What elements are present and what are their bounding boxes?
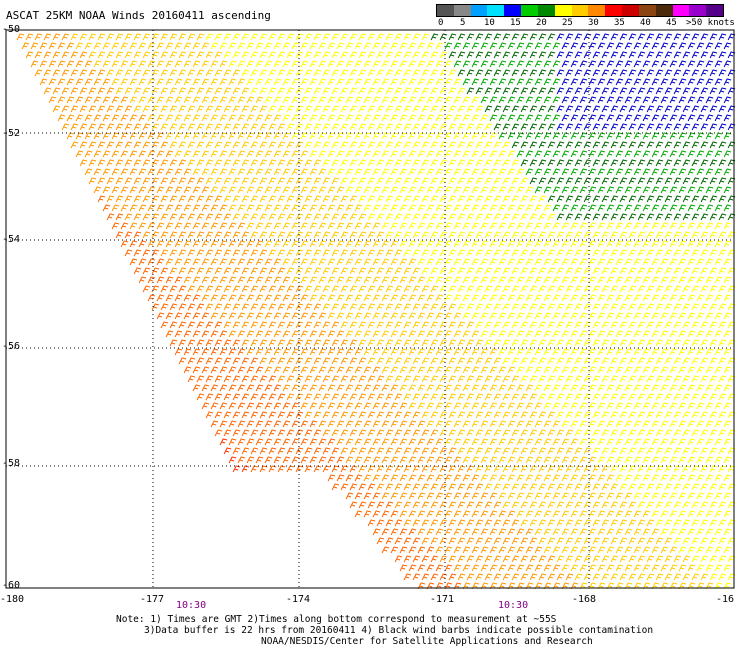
legend-label: 15 <box>510 18 521 28</box>
legend-swatch <box>622 5 639 16</box>
lat-tick-label: -58 <box>2 458 21 469</box>
legend-swatch <box>470 5 488 16</box>
legend-swatch <box>554 5 572 16</box>
lat-tick-label: -52 <box>2 128 21 139</box>
lon-tick-label: -171 <box>430 594 455 605</box>
legend-swatch <box>437 5 454 16</box>
legend-swatch <box>504 5 522 16</box>
legend-swatch <box>638 5 656 16</box>
lat-tick-label: -60 <box>2 580 21 591</box>
legend-label: 40 <box>640 18 651 28</box>
legend-swatch <box>453 5 471 16</box>
wind-speed-legend: 0 5 10 15 20 25 30 35 40 45 >50 knots <box>436 4 735 30</box>
lon-tick-label: -174 <box>286 594 311 605</box>
lon-tick-label: -180 <box>0 594 25 605</box>
legend-label: >50 knots <box>686 18 735 28</box>
lon-tick-label: -177 <box>140 594 165 605</box>
note-line: 3)Data buffer is 22 hrs from 20160411 4)… <box>144 625 654 636</box>
legend-label: 20 <box>536 18 547 28</box>
pass-time-label: 10:30 <box>176 600 207 611</box>
legend-label: 45 <box>666 18 677 28</box>
lat-tick-label: -50 <box>2 24 21 35</box>
legend-swatch <box>487 5 505 16</box>
legend-swatch <box>672 5 690 16</box>
legend-label: 35 <box>614 18 625 28</box>
color-scale-bar <box>436 4 724 17</box>
legend-swatch <box>655 5 673 16</box>
legend-swatch <box>588 5 606 16</box>
legend-swatch <box>521 5 538 16</box>
legend-label: 0 <box>438 18 444 28</box>
lat-tick-label: -56 <box>2 341 21 352</box>
legend-swatch <box>706 5 724 16</box>
note-line: NOAA/NESDIS/Center for Satellite Applica… <box>261 636 593 647</box>
pass-time-label: 10:30 <box>498 600 529 611</box>
legend-label: 5 <box>460 18 466 28</box>
legend-label: 10 <box>484 18 495 28</box>
legend-swatch <box>571 5 589 16</box>
legend-swatch <box>689 5 707 16</box>
lon-tick-label: -168 <box>572 594 597 605</box>
legend-swatch <box>537 5 555 16</box>
note-line: Note: 1) Times are GMT 2)Times along bot… <box>116 614 557 625</box>
map-title: ASCAT 25KM NOAA Winds 20160411 ascending <box>6 9 271 22</box>
legend-label: 25 <box>562 18 573 28</box>
legend-swatch <box>605 5 623 16</box>
footnotes: Note: 1) Times are GMT 2)Times along bot… <box>116 614 653 647</box>
lat-tick-label: -54 <box>2 234 21 245</box>
legend-label: 30 <box>588 18 599 28</box>
lon-tick-label: -16 <box>716 594 735 605</box>
